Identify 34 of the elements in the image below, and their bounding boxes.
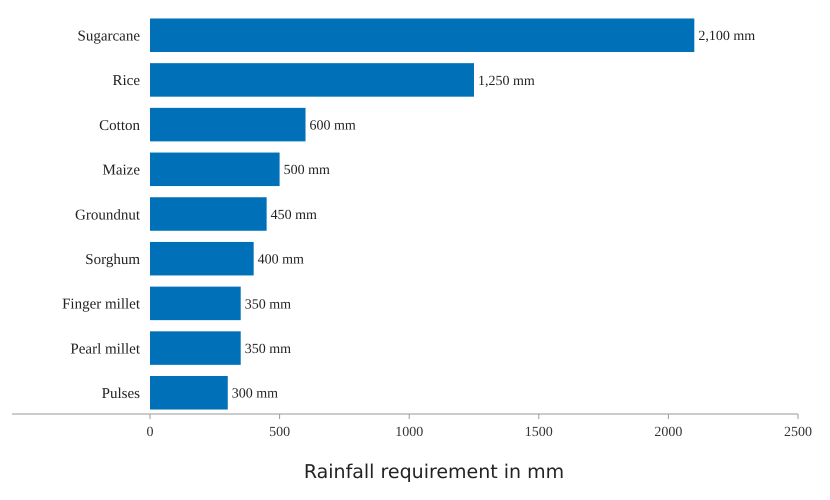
y-tick-label: Groundnut	[75, 207, 141, 224]
bar	[150, 18, 694, 52]
bar	[150, 376, 228, 410]
data-label: 450 mm	[270, 208, 318, 223]
data-label: 600 mm	[310, 118, 356, 134]
data-label: 350 mm	[244, 297, 292, 312]
data-label: 500 mm	[284, 163, 330, 178]
bar	[150, 197, 267, 231]
bar	[150, 331, 241, 365]
data-label: 2,100 mm	[698, 29, 756, 44]
y-tick-label: Sorghum	[85, 252, 140, 268]
bar	[150, 286, 241, 320]
x-tick-label: 2500	[784, 425, 812, 440]
x-tick-label: 500	[269, 425, 290, 440]
bar	[150, 108, 306, 142]
y-tick-label: Pearl millet	[70, 341, 141, 358]
bar	[150, 152, 280, 186]
x-axis-title: Rainfall requirement in mm	[304, 461, 564, 483]
x-tick-label: 1500	[524, 425, 553, 440]
x-tick-label: 1000	[395, 425, 424, 440]
x-tick-label: 0	[146, 425, 154, 440]
y-tick-label: Maize	[102, 162, 140, 179]
y-tick-label: Sugarcane	[78, 28, 140, 44]
bar	[150, 242, 254, 276]
data-label: 400 mm	[258, 252, 304, 268]
data-label: 1,250 mm	[478, 74, 535, 89]
bar	[150, 63, 474, 97]
y-tick-label: Finger millet	[62, 296, 141, 313]
y-tick-label: Cotton	[99, 118, 140, 134]
data-label: 300 mm	[232, 386, 278, 402]
data-label: 350 mm	[244, 342, 292, 357]
x-tick-label: 2000	[654, 425, 682, 440]
y-tick-label: Pulses	[102, 386, 140, 402]
y-tick-label: Rice	[112, 73, 140, 90]
